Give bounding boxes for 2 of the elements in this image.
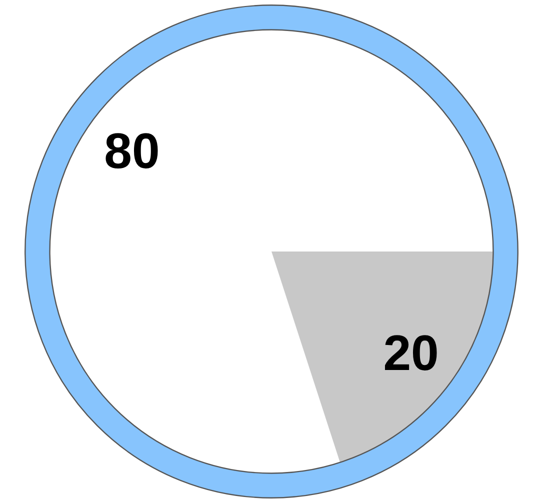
data-label: 20: [383, 325, 439, 382]
data-label: 80: [104, 122, 160, 179]
